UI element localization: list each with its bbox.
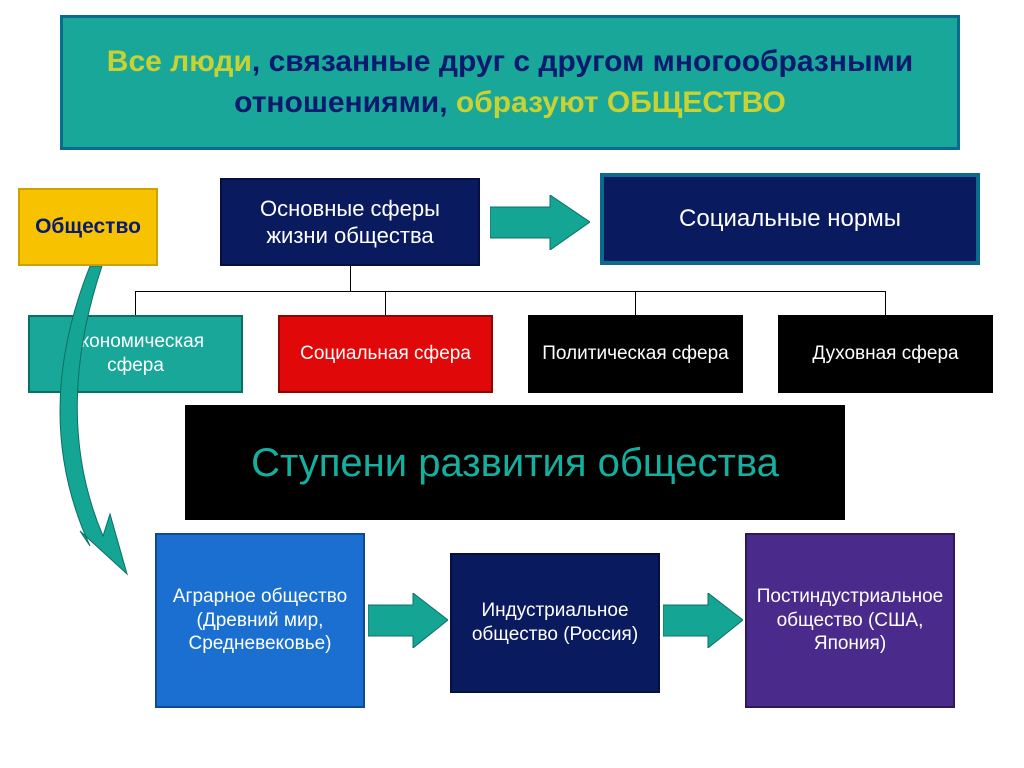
sphere-political-label: Политическая сфера — [542, 342, 728, 366]
arrow-stage-0-1 — [368, 593, 448, 648]
sphere-social: Социальная сфера — [278, 315, 493, 393]
sphere-social-label: Социальная сфера — [300, 342, 471, 366]
tree-hline — [135, 291, 885, 292]
society-box: Общество — [18, 188, 158, 266]
stage-industrial: Индустриальное общество (Россия) — [450, 553, 660, 693]
stages-title-label: Ступени развития общества — [251, 438, 779, 488]
title-box: Все люди, связанные друг с другом многоо… — [60, 15, 960, 150]
main-spheres-box: Основные сферы жизни общества — [220, 178, 480, 266]
sphere-spiritual-label: Духовная сфера — [812, 342, 958, 366]
tree-trunk — [350, 266, 351, 291]
social-norms-label: Социальные нормы — [679, 204, 901, 234]
tree-v4 — [885, 291, 886, 315]
stage-industrial-label: Индустриальное общество (Россия) — [460, 599, 650, 647]
arrow-spheres-to-norms — [490, 195, 590, 250]
title-highlight-2: образуют ОБЩЕСТВО — [456, 86, 786, 119]
sphere-political: Политическая сфера — [528, 315, 743, 393]
main-spheres-label: Основные сферы жизни общества — [230, 195, 470, 250]
stage-agrarian: Аграрное общество (Древний мир, Средневе… — [155, 533, 365, 708]
stage-postindustrial: Постиндустриальное общество (США, Япония… — [745, 533, 955, 708]
stage-agrarian-label: Аграрное общество (Древний мир, Средневе… — [165, 585, 355, 656]
sphere-spiritual: Духовная сфера — [778, 315, 993, 393]
arrow-stage-1-2 — [663, 593, 743, 648]
tree-v2 — [385, 291, 386, 315]
social-norms-box: Социальные нормы — [600, 173, 980, 265]
tree-v3 — [635, 291, 636, 315]
stage-postindustrial-label: Постиндустриальное общество (США, Япония… — [755, 585, 945, 656]
stages-title-box: Ступени развития общества — [185, 405, 845, 520]
title-highlight-1: Все люди — [107, 45, 252, 78]
society-label: Общество — [35, 214, 141, 240]
